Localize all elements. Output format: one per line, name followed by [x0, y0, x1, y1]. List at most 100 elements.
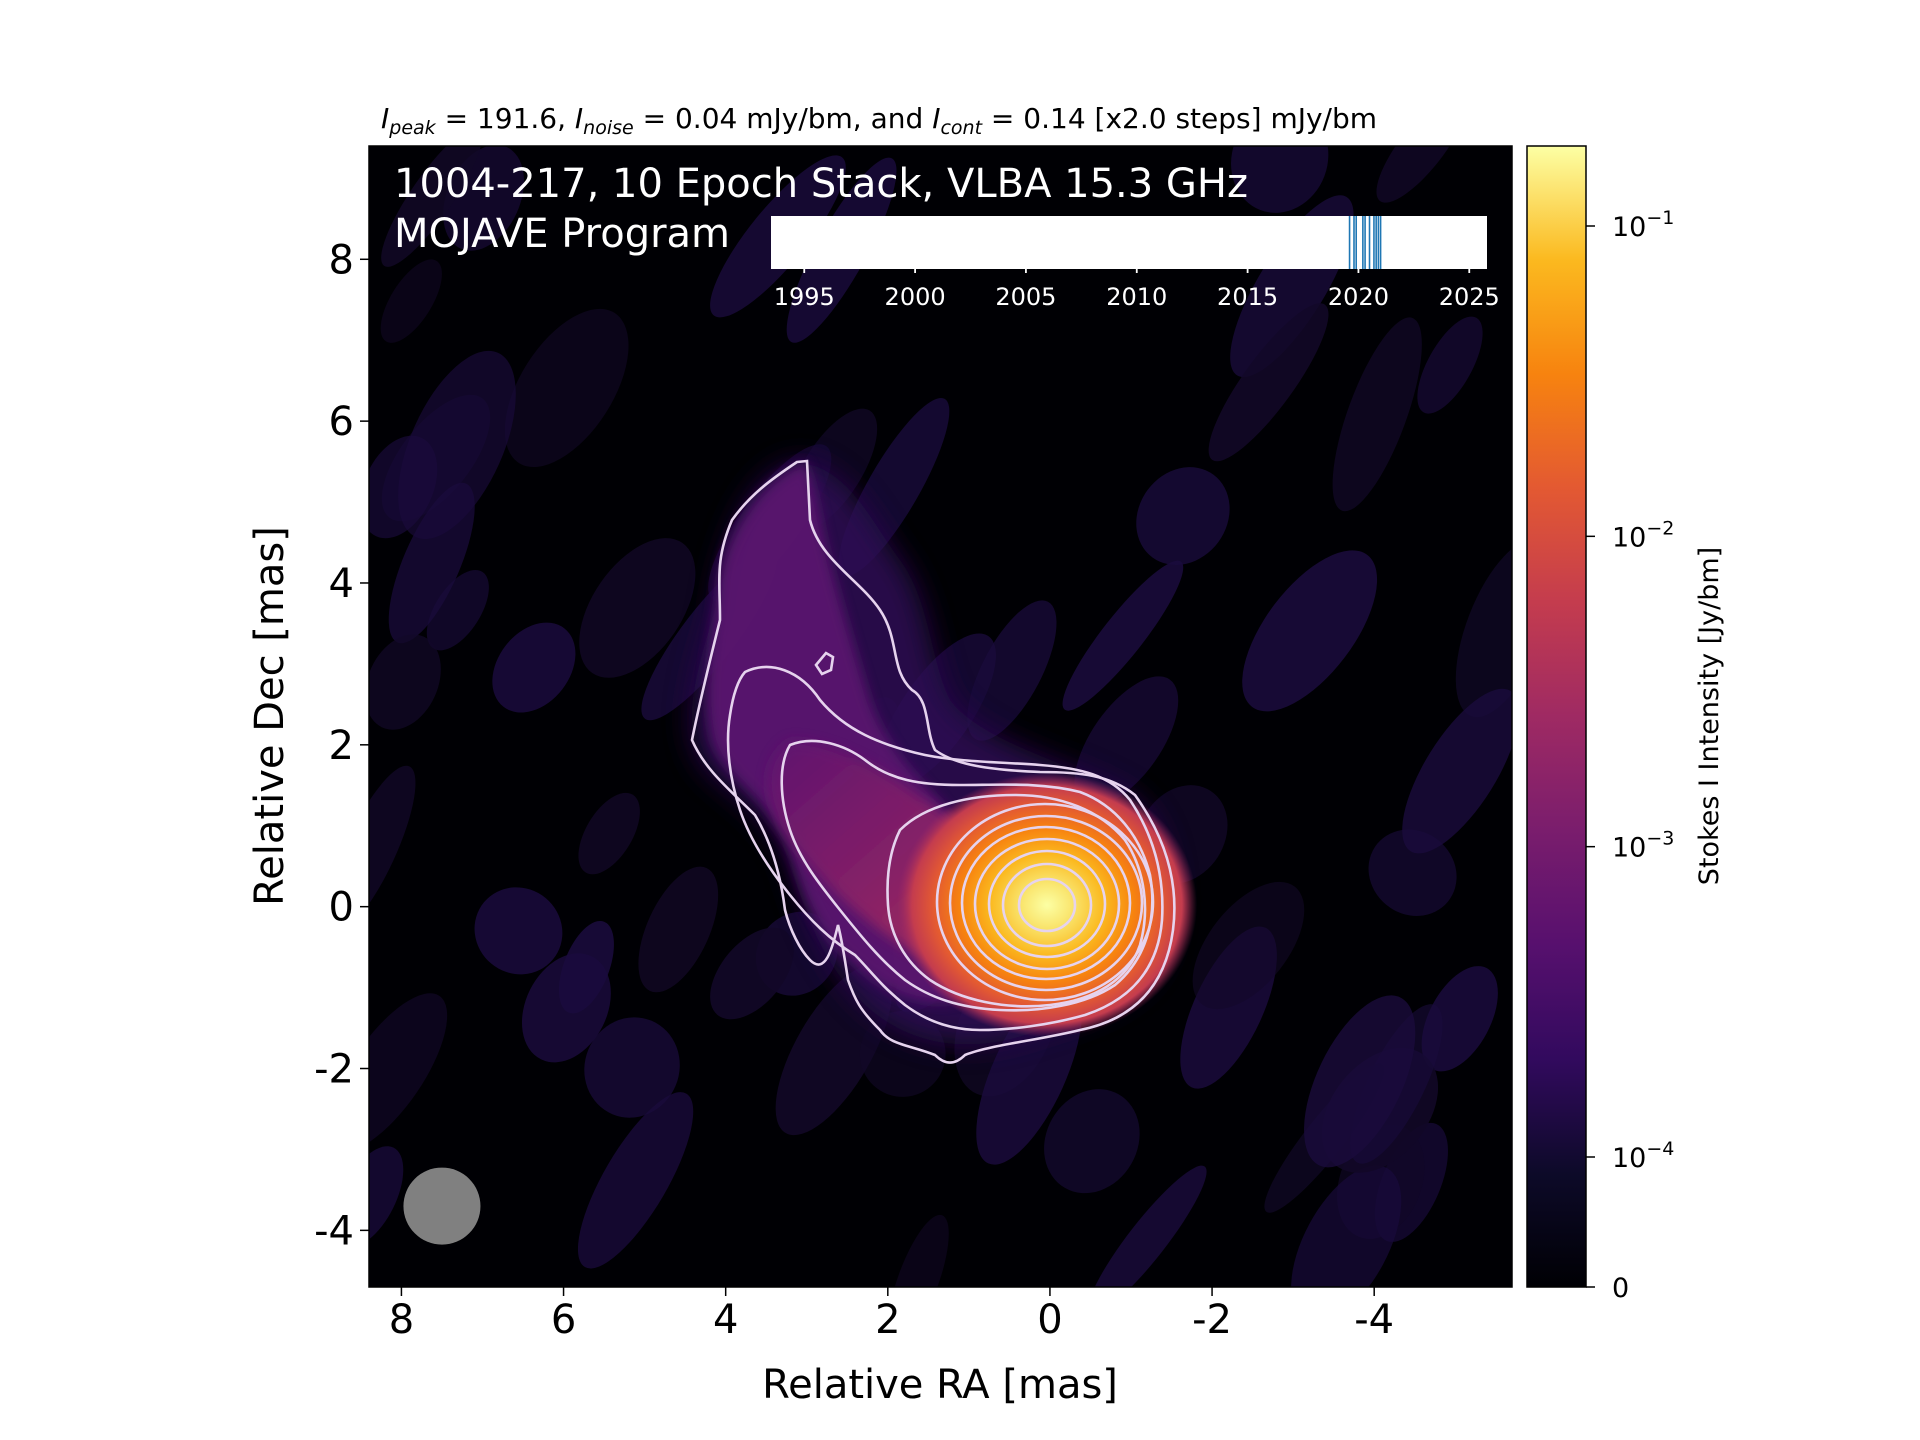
timeline-tick-label: 2020 [1328, 283, 1389, 311]
x-tick-label: 0 [1037, 1297, 1062, 1343]
x-axis: 8 6 4 2 0 -2 -4 [389, 1287, 1394, 1343]
colorbar-ticks: 10−110−210−310−40 [1586, 207, 1674, 1304]
noise-blob [521, 953, 611, 1063]
noise-blob [1376, 146, 1467, 203]
noise-blob [1136, 467, 1230, 565]
y-tick-label: 6 [329, 399, 354, 445]
noise-blob [1291, 1165, 1402, 1287]
noise-blob [1044, 1089, 1140, 1194]
x-axis-label: Relative RA [mas] [762, 1362, 1118, 1408]
contour-level-3 [780, 739, 1154, 1012]
noise-blob [584, 1017, 680, 1118]
contour-level-10 [1001, 862, 1093, 948]
timeline-epochs [1348, 216, 1382, 269]
noise-blob [1087, 1165, 1207, 1287]
colorbar-tick-exponent: −2 [1646, 517, 1674, 539]
contour-level-4 [886, 793, 1147, 1008]
colorbar-tick-base: 10 [1612, 522, 1646, 553]
contour-level-6 [948, 814, 1144, 992]
colorbar [1526, 145, 1587, 1288]
y-axis: 8 6 4 2 0 -2 -4 [314, 237, 369, 1254]
colorbar-tick-base: 10 [1612, 212, 1646, 243]
contour-lines [690, 459, 1176, 1064]
timeline-tick-label: 2015 [1217, 283, 1278, 311]
noise-blob [369, 634, 441, 730]
timeline-box [771, 216, 1487, 269]
colorbar-tick-label: 10−1 [1612, 207, 1674, 243]
noise-blob [426, 569, 489, 651]
noise-blob [775, 964, 893, 1136]
caption-peak-value: = 191.6, [436, 102, 575, 135]
noise-blob [380, 259, 442, 343]
noise-blob [1402, 688, 1512, 854]
intensity-map: 1004-217, 10 Epoch Stack, VLBA 15.3 GHz … [369, 146, 1512, 1287]
colorbar-tick-label: 10−2 [1612, 517, 1674, 553]
colorbar-tick-label: 0 [1612, 1273, 1629, 1304]
colorbar-tick-base: 0 [1612, 1273, 1629, 1304]
noise-blob [1455, 539, 1512, 718]
y-axis-label: Relative Dec [mas] [247, 526, 293, 906]
y-tick-label: 0 [329, 885, 354, 931]
contour-level-7 [960, 825, 1132, 981]
noise-blob [474, 887, 563, 975]
colorbar-tick-exponent: −4 [1646, 1138, 1674, 1160]
contour-level-5 [935, 802, 1155, 1002]
overlay-title-line1: 1004-217, 10 Epoch Stack, VLBA 15.3 GHz [394, 161, 1248, 207]
noise-blob [1332, 317, 1422, 512]
noise-blob [1421, 966, 1498, 1072]
contour-level-9 [987, 849, 1107, 959]
noise-blob [492, 622, 576, 713]
noise-blob [398, 350, 516, 539]
plot-caption: Ipeak = 191.6, Inoise = 0.04 mJy/bm, and… [381, 102, 1377, 139]
x-tick-label: -2 [1192, 1297, 1232, 1343]
noise-blob [967, 600, 1057, 741]
noise-blob [1417, 316, 1483, 414]
noise-blob [578, 792, 640, 875]
caption-noise-subscript: noise [583, 117, 634, 139]
noise-blob [577, 1092, 694, 1269]
x-tick-label: 8 [389, 1297, 414, 1343]
colorbar-tick-base: 10 [1612, 833, 1646, 864]
noise-blob [369, 993, 448, 1152]
contour-level-8 [973, 837, 1121, 971]
contour-level-11 [1017, 877, 1077, 933]
noise-blob [1208, 303, 1329, 462]
contour-island [814, 651, 835, 676]
noise-blob [1062, 560, 1184, 711]
caption-peak-symbol: I [381, 102, 389, 135]
timeline-ticks: 1995 2000 2005 2010 2015 2020 2025 [774, 263, 1500, 311]
noise-blob [1304, 995, 1416, 1168]
caption-cont-subscript: cont [940, 117, 983, 139]
caption-noise-symbol: I [575, 102, 583, 135]
caption-noise-value: = 0.04 mJy/bm, and [634, 102, 932, 135]
y-tick-label: 8 [329, 237, 354, 283]
noise-blob [710, 927, 794, 1020]
noise-blob [1231, 146, 1329, 213]
y-tick-label: -4 [314, 1208, 354, 1254]
x-tick-label: 6 [551, 1297, 576, 1343]
noise-blob [504, 308, 629, 468]
noise-blob [1242, 550, 1378, 712]
timeline-tick-label: 2005 [995, 283, 1056, 311]
noise-blob [1074, 676, 1179, 807]
colorbar-tick-label: 10−3 [1612, 828, 1674, 864]
contour-level-2 [726, 665, 1164, 1032]
x-tick-label: 4 [713, 1297, 738, 1343]
caption-cont-symbol: I [932, 102, 940, 135]
colorbar-tick-exponent: −3 [1646, 828, 1674, 850]
x-tick-label: -4 [1354, 1297, 1394, 1343]
noise-blob [1192, 881, 1305, 1010]
noise-blob [638, 866, 719, 993]
colorbar-tick-exponent: −1 [1646, 207, 1674, 229]
epoch-timeline: 1995 2000 2005 2010 2015 2020 2025 [771, 216, 1500, 311]
y-tick-label: 2 [329, 723, 354, 769]
timeline-tick-label: 1995 [774, 283, 835, 311]
colorbar-tick-base: 10 [1612, 1143, 1646, 1174]
x-tick-label: 2 [875, 1297, 900, 1343]
noise-blob [369, 765, 416, 934]
colorbar-label: Stokes I Intensity [Jy/bm] [1694, 547, 1725, 885]
noise-blob [1368, 829, 1457, 916]
overlay-title-line2: MOJAVE Program [394, 211, 730, 257]
colorbar-tick-label: 10−4 [1612, 1138, 1674, 1174]
